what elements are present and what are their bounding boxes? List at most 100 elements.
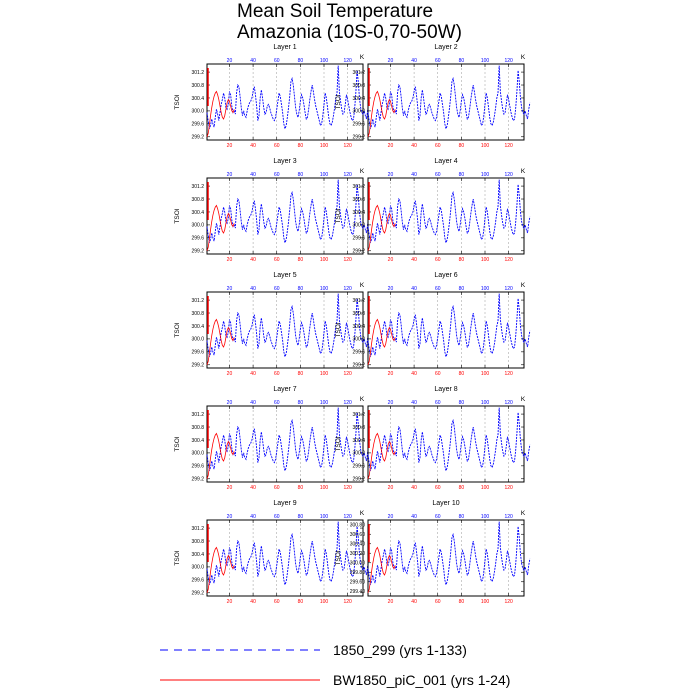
units-label: K bbox=[521, 168, 526, 175]
bottom-tick-label: 60 bbox=[274, 143, 280, 149]
series-1850-299-line bbox=[206, 179, 370, 245]
y-axis-label: TSOI bbox=[174, 550, 181, 565]
top-tick-label: 100 bbox=[320, 172, 329, 178]
bottom-tick-label: 40 bbox=[250, 143, 256, 149]
series-1850-299-line bbox=[367, 521, 531, 587]
bottom-tick-label: 120 bbox=[343, 257, 352, 263]
y-tick-label: 299.6 bbox=[191, 236, 204, 242]
bottom-tick-label: 20 bbox=[388, 143, 394, 149]
top-tick-label: 120 bbox=[343, 514, 352, 520]
top-tick-label: 60 bbox=[274, 514, 280, 520]
y-tick-label: 299.80 bbox=[350, 570, 366, 576]
panel-title: Layer 6 bbox=[434, 272, 457, 279]
units-label: K bbox=[360, 168, 365, 175]
top-tick-label: 120 bbox=[343, 400, 352, 406]
bottom-tick-label: 60 bbox=[274, 257, 280, 263]
top-tick-label: 80 bbox=[459, 286, 465, 292]
plot-frame bbox=[367, 405, 525, 483]
bottom-tick-label: 100 bbox=[320, 143, 329, 149]
bottom-tick-label: 120 bbox=[504, 485, 513, 491]
bottom-tick-label: 80 bbox=[459, 257, 465, 263]
bottom-tick-label: 40 bbox=[250, 257, 256, 263]
bottom-tick-label: 60 bbox=[435, 599, 441, 605]
y-tick-label: 299.6 bbox=[191, 350, 204, 356]
top-tick-label: 120 bbox=[504, 172, 513, 178]
bottom-tick-label: 60 bbox=[435, 485, 441, 491]
series-1850-299-line bbox=[367, 179, 531, 245]
bottom-tick-label: 60 bbox=[435, 371, 441, 377]
legend: 1850_299 (yrs 1-133) BW1850_piC_001 (yrs … bbox=[160, 642, 510, 688]
bottom-tick-label: 120 bbox=[504, 257, 513, 263]
legend-label: 1850_299 (yrs 1-133) bbox=[333, 642, 467, 658]
y-tick-label: 300.4 bbox=[191, 438, 204, 444]
y-tick-label: 300.0 bbox=[352, 451, 365, 457]
y-axis-label: TSOI bbox=[174, 436, 181, 451]
series-bw1850-line bbox=[367, 204, 396, 251]
units-label: K bbox=[521, 54, 526, 61]
bottom-tick-label: 20 bbox=[388, 599, 394, 605]
bottom-tick-label: 100 bbox=[481, 257, 490, 263]
bottom-tick-label: 80 bbox=[459, 371, 465, 377]
top-tick-label: 20 bbox=[388, 400, 394, 406]
series-bw1850-line bbox=[367, 432, 396, 479]
top-tick-label: 40 bbox=[411, 286, 417, 292]
bottom-tick-label: 100 bbox=[320, 599, 329, 605]
bottom-tick-label: 60 bbox=[435, 257, 441, 263]
series-bw1850-line bbox=[367, 546, 396, 593]
y-tick-label: 300.4 bbox=[191, 96, 204, 102]
top-tick-label: 40 bbox=[250, 172, 256, 178]
top-tick-label: 40 bbox=[411, 58, 417, 64]
top-tick-label: 120 bbox=[504, 514, 513, 520]
y-tick-label: 300.0 bbox=[191, 565, 204, 571]
plot-frame bbox=[206, 291, 364, 369]
top-tick-label: 20 bbox=[388, 172, 394, 178]
top-tick-label: 80 bbox=[459, 514, 465, 520]
units-label: K bbox=[521, 282, 526, 289]
series-bw1850-line bbox=[206, 546, 235, 593]
y-tick-label: 300.4 bbox=[352, 438, 365, 444]
y-tick-label: 300.20 bbox=[350, 551, 366, 557]
top-tick-label: 20 bbox=[227, 172, 233, 178]
bottom-tick-label: 40 bbox=[411, 371, 417, 377]
y-tick-label: 299.2 bbox=[191, 477, 204, 483]
top-tick-label: 80 bbox=[298, 286, 304, 292]
panel-title: Layer 10 bbox=[432, 500, 459, 507]
top-tick-label: 60 bbox=[274, 172, 280, 178]
y-axis-label: TSOI bbox=[174, 94, 181, 109]
bottom-tick-label: 40 bbox=[250, 485, 256, 491]
bottom-tick-label: 20 bbox=[227, 143, 233, 149]
top-tick-label: 20 bbox=[227, 286, 233, 292]
top-tick-label: 60 bbox=[435, 286, 441, 292]
top-tick-label: 100 bbox=[481, 58, 490, 64]
panel-title: Layer 4 bbox=[434, 158, 457, 165]
top-tick-label: 100 bbox=[481, 172, 490, 178]
legend-entry-1: 1850_299 (yrs 1-133) bbox=[160, 642, 467, 658]
top-tick-label: 20 bbox=[227, 400, 233, 406]
bottom-tick-label: 20 bbox=[227, 257, 233, 263]
series-1850-299-line bbox=[206, 65, 370, 131]
bottom-tick-label: 100 bbox=[320, 257, 329, 263]
top-tick-label: 120 bbox=[343, 58, 352, 64]
top-tick-label: 60 bbox=[435, 514, 441, 520]
bottom-tick-label: 80 bbox=[298, 485, 304, 491]
top-tick-label: 80 bbox=[298, 400, 304, 406]
top-tick-label: 100 bbox=[320, 400, 329, 406]
units-label: K bbox=[360, 396, 365, 403]
top-tick-label: 60 bbox=[274, 58, 280, 64]
series-bw1850-line bbox=[206, 90, 235, 137]
y-tick-label: 300.60 bbox=[350, 532, 366, 538]
panel-title: Layer 9 bbox=[273, 500, 296, 507]
bottom-tick-label: 60 bbox=[274, 599, 280, 605]
units-label: K bbox=[521, 510, 526, 517]
top-tick-label: 120 bbox=[504, 286, 513, 292]
bottom-tick-label: 80 bbox=[459, 599, 465, 605]
y-tick-label: 300.0 bbox=[191, 109, 204, 115]
y-tick-label: 299.2 bbox=[352, 477, 365, 483]
bottom-tick-label: 120 bbox=[504, 143, 513, 149]
y-tick-label: 299.40 bbox=[350, 589, 366, 595]
